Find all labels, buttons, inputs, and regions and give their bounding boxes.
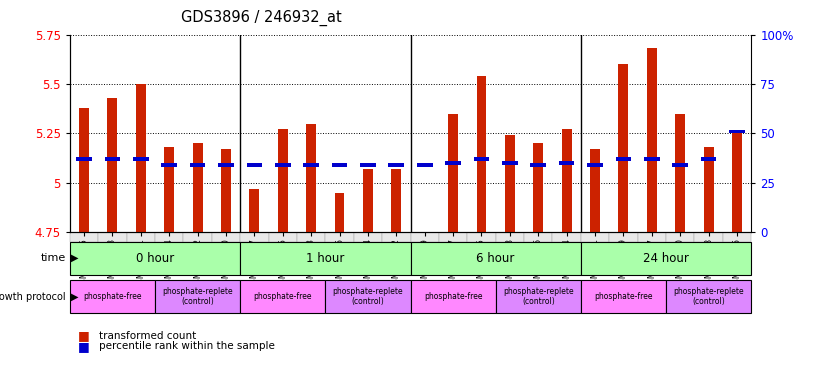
Bar — [306, 124, 316, 232]
Text: 0 hour: 0 hour — [135, 252, 174, 265]
Bar — [104, 157, 120, 161]
Text: transformed count: transformed count — [99, 331, 195, 341]
Bar — [277, 129, 287, 232]
Text: GDS3896 / 246932_at: GDS3896 / 246932_at — [181, 10, 342, 26]
Bar — [559, 161, 575, 165]
Bar — [587, 163, 603, 167]
Text: 24 hour: 24 hour — [643, 252, 689, 265]
Text: time: time — [40, 253, 66, 263]
Bar — [76, 157, 92, 161]
Text: phosphate-replete
(control): phosphate-replete (control) — [163, 287, 233, 306]
Bar — [474, 157, 489, 161]
Bar — [135, 84, 146, 232]
Text: 1 hour: 1 hour — [306, 252, 345, 265]
Text: phosphate-free: phosphate-free — [424, 292, 483, 301]
Bar — [729, 130, 745, 133]
Bar — [704, 147, 713, 232]
Bar — [221, 149, 231, 232]
Bar — [303, 163, 319, 167]
Bar — [108, 98, 117, 232]
Bar — [562, 129, 571, 232]
Bar — [732, 131, 742, 232]
Bar — [505, 136, 515, 232]
Text: phosphate-replete
(control): phosphate-replete (control) — [333, 287, 403, 306]
Bar — [162, 163, 177, 167]
Bar — [218, 163, 234, 167]
Bar — [590, 149, 600, 232]
Bar — [193, 143, 203, 232]
Bar — [363, 169, 373, 232]
Text: phosphate-free: phosphate-free — [594, 292, 653, 301]
Bar — [647, 48, 657, 232]
Bar — [417, 163, 433, 167]
Bar — [672, 163, 688, 167]
Text: percentile rank within the sample: percentile rank within the sample — [99, 341, 274, 351]
Text: phosphate-free: phosphate-free — [254, 292, 312, 301]
Text: ■: ■ — [78, 329, 89, 343]
Text: phosphate-replete
(control): phosphate-replete (control) — [503, 287, 574, 306]
Text: phosphate-replete
(control): phosphate-replete (control) — [673, 287, 744, 306]
Bar — [616, 157, 631, 161]
Bar — [334, 193, 345, 232]
Bar — [79, 108, 89, 232]
Bar — [250, 189, 259, 232]
Text: phosphate-free: phosphate-free — [83, 292, 142, 301]
Bar — [644, 157, 659, 161]
Text: growth protocol: growth protocol — [0, 291, 66, 302]
Bar — [534, 143, 544, 232]
Bar — [420, 232, 429, 384]
Text: ■: ■ — [78, 340, 89, 353]
Bar — [675, 114, 686, 232]
Bar — [388, 163, 404, 167]
Bar — [133, 157, 149, 161]
Bar — [448, 114, 458, 232]
Bar — [360, 163, 376, 167]
Bar — [618, 64, 628, 232]
Bar — [164, 147, 174, 232]
Bar — [190, 163, 205, 167]
Text: ▶: ▶ — [71, 291, 79, 302]
Bar — [502, 161, 518, 165]
Bar — [392, 169, 401, 232]
Text: 6 hour: 6 hour — [476, 252, 515, 265]
Bar — [530, 163, 546, 167]
Bar — [275, 163, 291, 167]
Bar — [246, 163, 262, 167]
Bar — [445, 161, 461, 165]
Bar — [332, 163, 347, 167]
Bar — [701, 157, 717, 161]
Text: ▶: ▶ — [71, 253, 79, 263]
Bar — [476, 76, 487, 232]
